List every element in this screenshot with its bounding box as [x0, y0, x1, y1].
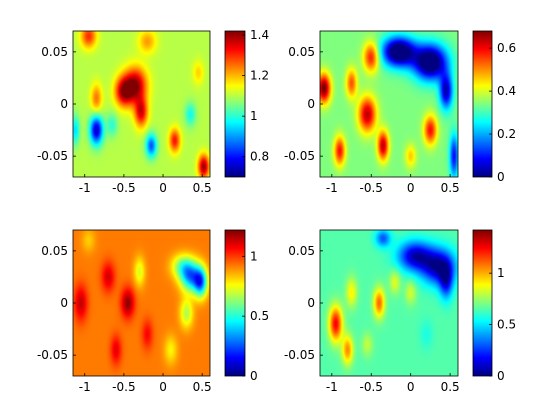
x-tick-label: -1 — [79, 380, 91, 394]
colorbar-tick-label: 0 — [497, 369, 505, 383]
colorbar-frame — [224, 30, 246, 178]
colorbar — [225, 230, 245, 376]
x-tick-label: -0.5 — [112, 181, 135, 195]
x-tick-label: -0.5 — [112, 380, 135, 394]
colorbar-tick-label: 0.8 — [250, 150, 269, 164]
y-tick-label: -0.05 — [284, 348, 315, 362]
colorbar-tick-label: 1 — [250, 249, 258, 263]
colorbar-frame — [472, 229, 493, 377]
colorbar-frame — [224, 229, 246, 377]
x-tick-label: 0 — [407, 181, 415, 195]
x-tick-label: -1 — [326, 181, 338, 195]
x-tick-label: 0.5 — [193, 380, 212, 394]
y-tick-label: -0.05 — [284, 149, 315, 163]
colorbar-tick-label: 0.4 — [497, 84, 516, 98]
y-tick-label: 0 — [307, 97, 315, 111]
x-tick-label: 0.5 — [193, 181, 212, 195]
colorbar-tick-label: 0.2 — [497, 127, 516, 141]
colorbar-tick-label: 1.2 — [250, 69, 269, 83]
colorbar-tick-label: 0 — [497, 170, 505, 184]
y-tick-label: 0.05 — [288, 244, 315, 258]
y-tick-label: -0.05 — [37, 348, 68, 362]
heatmap-image — [320, 230, 458, 376]
colorbar — [473, 230, 492, 376]
colorbar-tick-label: 1 — [497, 266, 505, 280]
y-tick-label: 0 — [60, 296, 68, 310]
colorbar-tick-label: 0.5 — [497, 318, 516, 332]
heatmap-image — [73, 31, 210, 177]
heatmap-image — [73, 230, 210, 376]
x-tick-label: 0.5 — [441, 181, 460, 195]
heatmap-image — [320, 31, 458, 177]
subplot-3: -1 -0.5 0 0.5 0.05 0 -0.05 1 0.5 0 — [37, 229, 269, 394]
x-tick-label: 0.5 — [441, 380, 460, 394]
x-tick-label: 0 — [407, 380, 415, 394]
subplot-1: -1 -0.5 0 0.5 0.05 0 -0.05 1.4 1.2 1 0.8 — [37, 28, 269, 195]
y-tick-label: -0.05 — [37, 149, 68, 163]
subplot-4: -1 -0.5 0 0.5 0.05 0 -0.05 1 0.5 0 — [284, 229, 516, 394]
colorbar-tick-label: 1.4 — [250, 28, 269, 42]
colorbar-tick-label: 0 — [250, 369, 258, 383]
x-tick-label: -0.5 — [360, 380, 383, 394]
x-tick-label: -1 — [326, 380, 338, 394]
colorbar — [473, 31, 492, 177]
y-tick-label: 0.05 — [288, 45, 315, 59]
x-tick-label: -0.5 — [360, 181, 383, 195]
colorbar-tick-label: 0.5 — [250, 309, 269, 323]
subplot-2: -1 -0.5 0 0.5 0.05 0 -0.05 0.6 0.4 0.2 0 — [284, 30, 516, 195]
colorbar-frame — [472, 30, 493, 178]
y-tick-label: 0.05 — [41, 45, 68, 59]
y-tick-label: 0 — [60, 97, 68, 111]
colorbar — [225, 31, 245, 177]
x-tick-label: 0 — [159, 181, 167, 195]
y-tick-label: 0.05 — [41, 244, 68, 258]
colorbar-tick-label: 0.6 — [497, 41, 516, 55]
x-tick-label: 0 — [159, 380, 167, 394]
y-tick-label: 0 — [307, 296, 315, 310]
colorbar-tick-label: 1 — [250, 109, 258, 123]
x-tick-label: -1 — [79, 181, 91, 195]
